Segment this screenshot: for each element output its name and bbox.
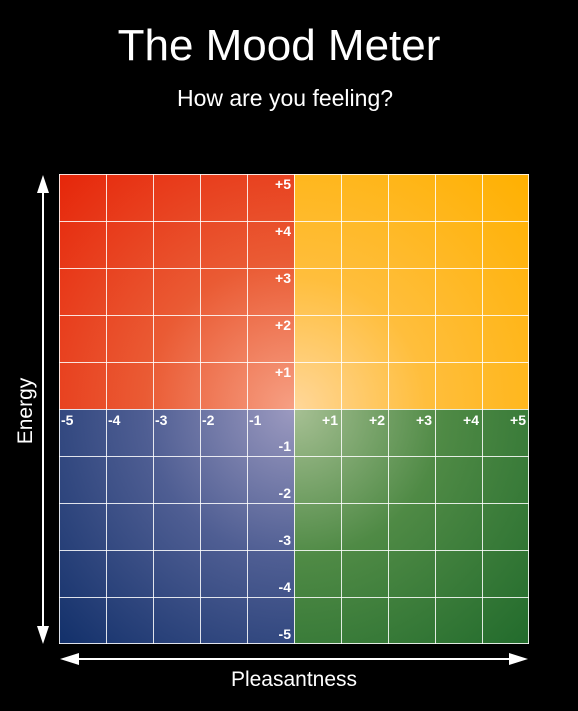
x-tick-label: +2 [369, 412, 385, 428]
energy-axis-label: Energy [14, 377, 37, 445]
x-tick-label: +3 [416, 412, 432, 428]
y-tick-label: +4 [275, 223, 291, 239]
y-tick-label: -1 [278, 438, 291, 454]
y-tick-label: +1 [275, 364, 291, 380]
y-tick-label: -4 [278, 579, 291, 595]
quadrant-low-energy-pleasant [294, 409, 529, 644]
y-tick-label: +3 [275, 270, 291, 286]
x-tick-label: +5 [510, 412, 526, 428]
y-tick-label: -3 [278, 532, 291, 548]
quadrant-low-energy-unpleasant [59, 409, 294, 644]
pleasantness-axis-label: Pleasantness [230, 668, 358, 691]
mood-grid: -5 -4 -3 -2 -1 +1 +2 +3 +4 +5 +5 +4 +3 +2 +1 -1 -2 -3 -4 -5 [59, 174, 529, 644]
page-title: The Mood Meter [117, 21, 441, 70]
x-tick-label: -1 [249, 412, 262, 428]
x-tick-label: -4 [108, 412, 121, 428]
x-tick-label: +4 [463, 412, 479, 428]
grid-lines [59, 174, 529, 644]
x-tick-label: -3 [155, 412, 168, 428]
page-subtitle: How are you feeling? [176, 85, 394, 111]
pleasantness-axis-arrow [60, 653, 528, 665]
y-tick-label: +2 [275, 317, 291, 333]
x-tick-label: -2 [202, 412, 215, 428]
quadrant-high-energy-pleasant [294, 174, 529, 409]
y-tick-label: -5 [278, 626, 291, 642]
y-tick-label: +5 [275, 176, 291, 192]
energy-axis-arrow [37, 175, 49, 644]
x-tick-label: -5 [61, 412, 74, 428]
y-tick-label: -2 [278, 485, 291, 501]
x-tick-label: +1 [322, 412, 338, 428]
quadrant-high-energy-unpleasant [59, 174, 294, 409]
